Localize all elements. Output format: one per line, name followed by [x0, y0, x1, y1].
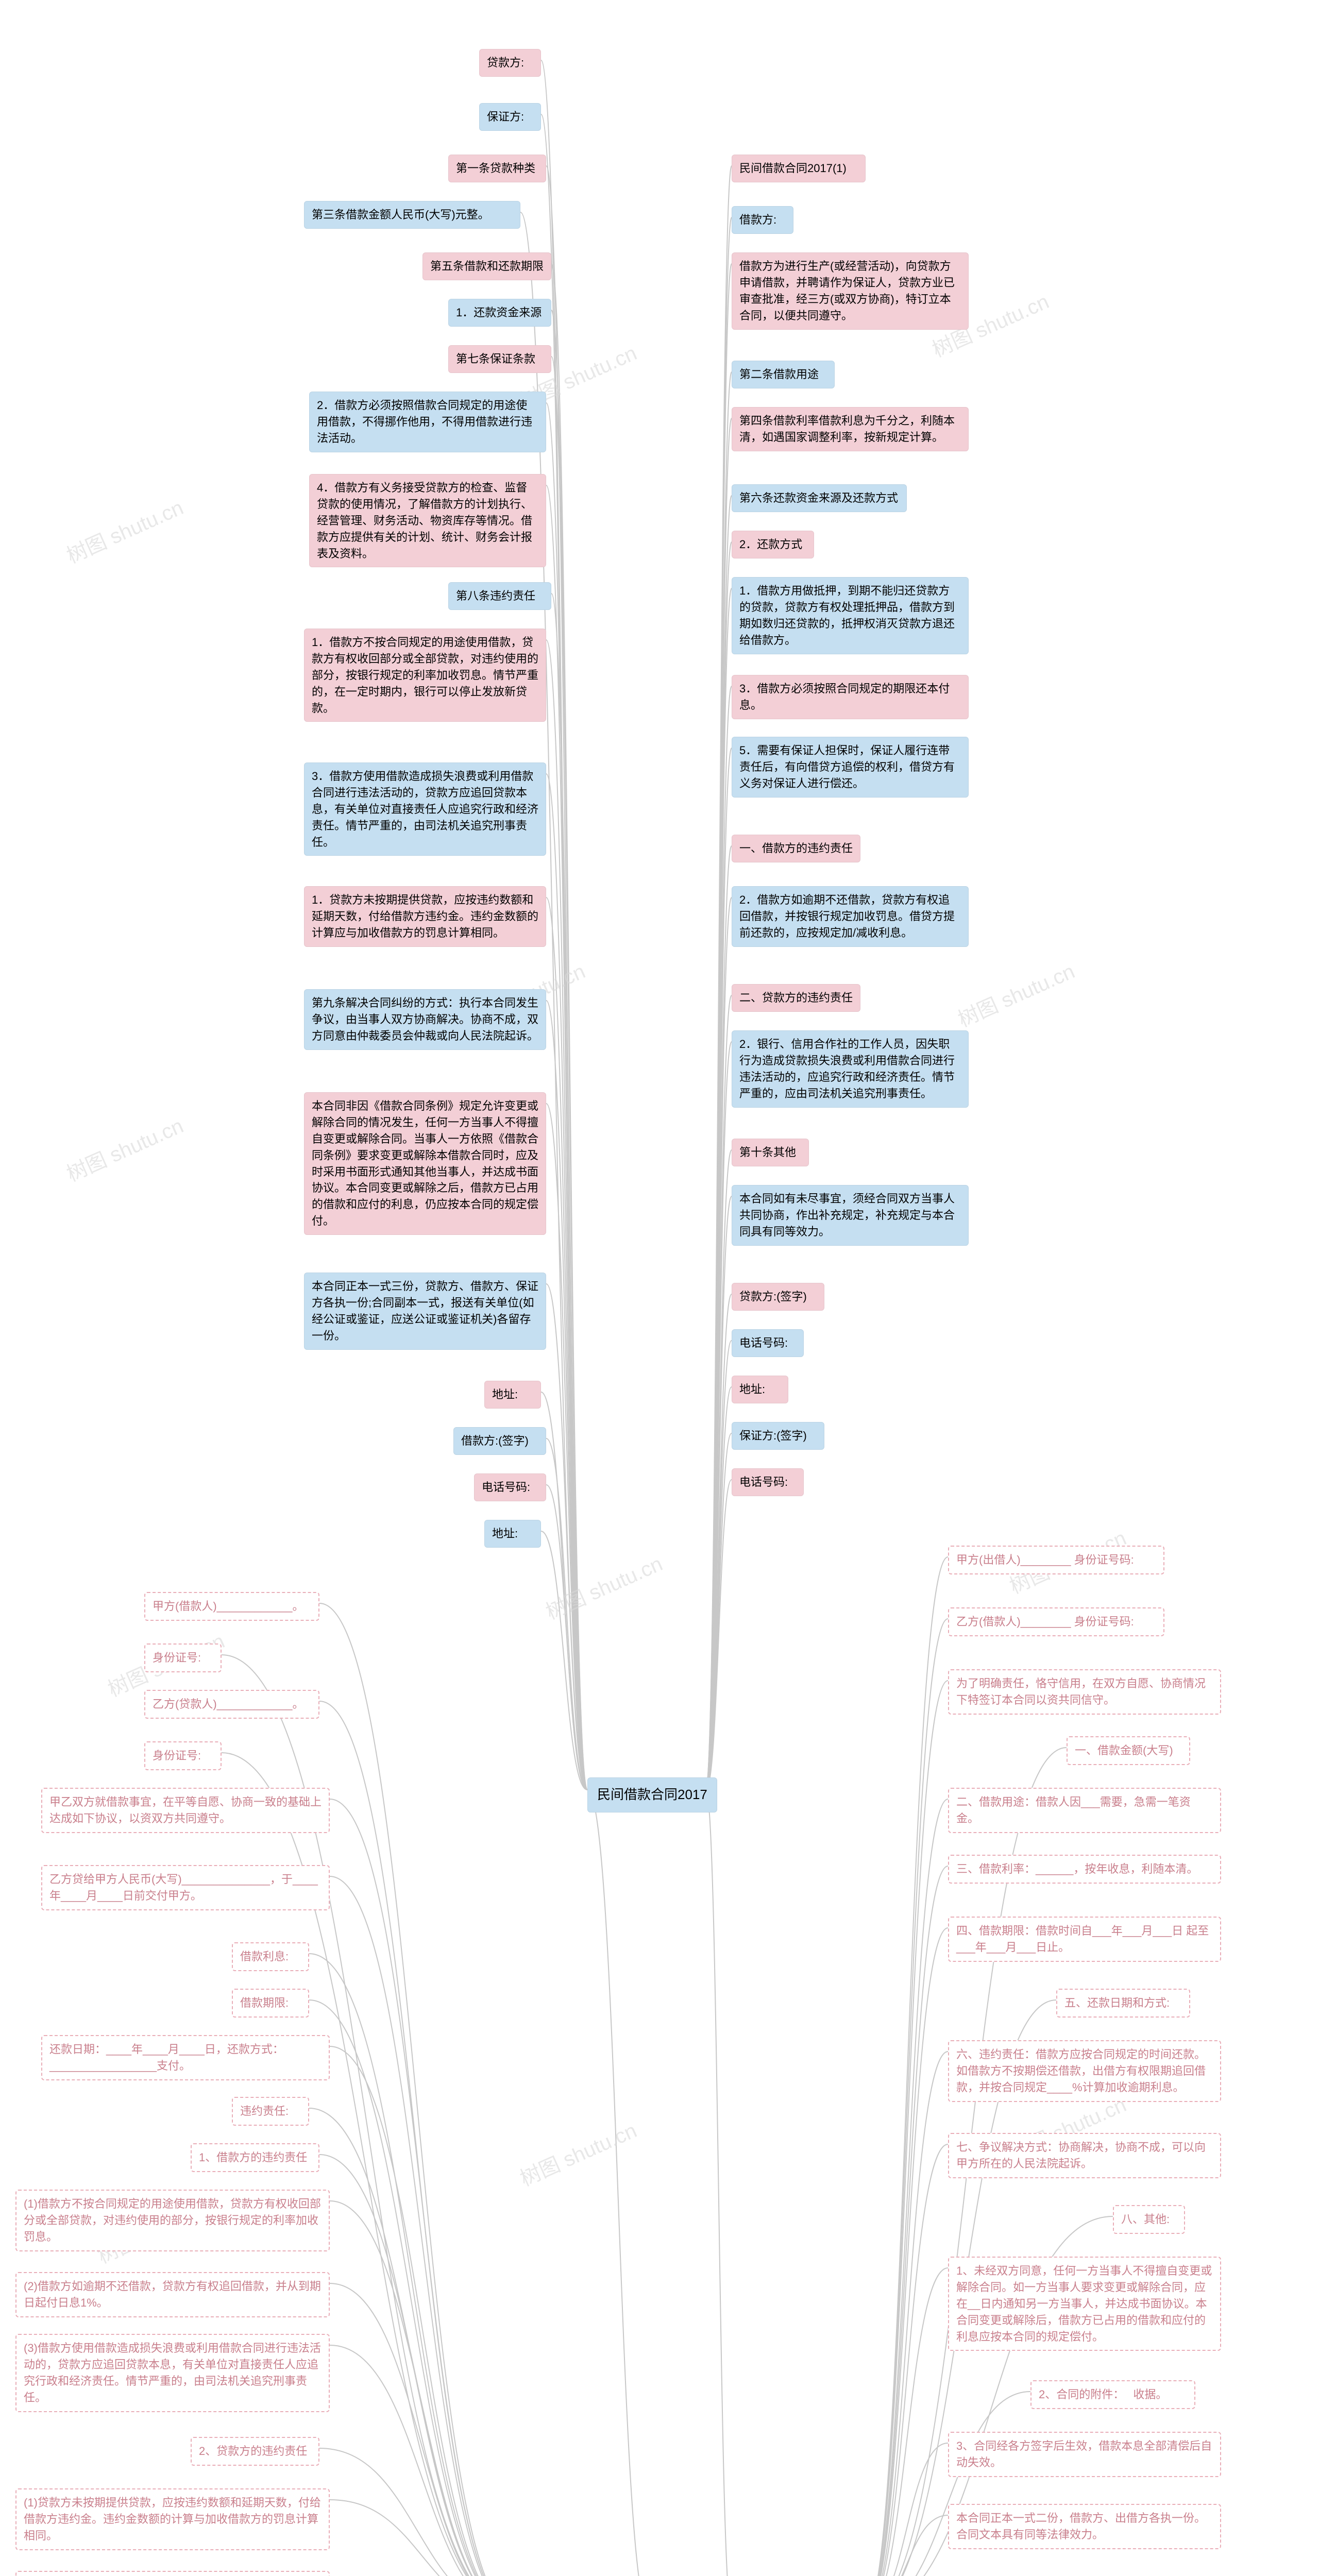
mindmap-node: 3、合同经各方签字后生效，借款本息全部清偿后自动失效。 [948, 2432, 1221, 2477]
mindmap-node: 二、贷款方的违约责任 [732, 984, 860, 1012]
mindmap-node: 3．借款方使用借款造成损失浪费或利用借款合同进行违法活动的，贷款方应追回贷款本息… [304, 762, 546, 856]
mindmap-node: 借款期限: [232, 1989, 309, 2018]
mindmap-node: 贷款方:(签字) [732, 1283, 824, 1311]
mindmap-node: 五、还款日期和方式: [1056, 1989, 1190, 2018]
mindmap-node: 身份证号: [144, 1643, 222, 1672]
mindmap-node: 七、争议解决方式：协商解决，协商不成，可以向甲方所在的人民法院起诉。 [948, 2133, 1221, 2178]
mindmap-node: 1．贷款方未按期提供贷款，应按违约数额和延期天数，付给借款方违约金。违约金数额的… [304, 886, 546, 947]
mindmap-node: 本合同正本一式三份，贷款方、借款方、保证方各执一份;合同副本一式，报送有关单位(… [304, 1273, 546, 1350]
mindmap-node: 一、借款方的违约责任 [732, 835, 860, 862]
mindmap-node: 2、贷款方的违约责任 [191, 2437, 319, 2466]
mindmap-node: 一、借款金额(大写) [1067, 1736, 1190, 1765]
mindmap-node: 4．借款方有义务接受贷款方的检查、监督贷款的使用情况，了解借款方的计划执行、经营… [309, 474, 546, 567]
mindmap-node: 乙方贷给甲方人民币(大写)______________，于____年____月_… [41, 1865, 330, 1910]
watermark: 树图 shutu.cn [515, 2114, 641, 2192]
watermark: 树图 shutu.cn [540, 1547, 667, 1625]
mindmap-node: (2)利用借款合同进行违法活动的，追究行政和经济责任。情节严重的，由司法机关追究… [15, 2571, 330, 2576]
mindmap-node: 电话号码: [474, 1473, 546, 1501]
mindmap-node: 2．借款方如逾期不还借款，贷款方有权追回借款，并按银行规定加收罚息。借贷方提前还… [732, 886, 969, 947]
mindmap-node: 甲方(借款人)____________。 [144, 1592, 319, 1621]
mindmap-node: 本合同如有未尽事宜，须经合同双方当事人共同协商，作出补充规定，补充规定与本合同具… [732, 1185, 969, 1246]
mindmap-node: 八、其他: [1113, 2205, 1185, 2234]
mindmap-node: 保证方:(签字) [732, 1422, 824, 1450]
mindmap-node: 本合同非因《借款合同条例》规定允许变更或解除合同的情况发生，任何一方当事人不得擅… [304, 1092, 546, 1235]
mindmap-node: 乙方(借款人)________ 身份证号码: [948, 1607, 1164, 1636]
mindmap-node: 四、借款期限：借款时间自___年___月___日 起至___年___月___日止… [948, 1917, 1221, 1962]
mindmap-node: 甲方(出借人)________ 身份证号码: [948, 1546, 1164, 1574]
mindmap-node: 2．借款方必须按照借款合同规定的用途使用借款，不得挪作他用，不得用借款进行违法活… [309, 392, 546, 452]
mindmap-node: 第五条借款和还款期限 [422, 252, 551, 280]
mindmap-node: 第三条借款金额人民币(大写)元整。 [304, 201, 520, 229]
mindmap-node: 5．需要有保证人担保时，保证人履行连带责任后，有向借贷方追偿的权利，借贷方有义务… [732, 737, 969, 798]
mindmap-node: 电话号码: [732, 1468, 804, 1496]
mindmap-node: 第七条保证条款 [448, 345, 551, 373]
mindmap-node: 第四条借款利率借款利息为千分之，利随本清，如遇国家调整利率，按新规定计算。 [732, 407, 969, 451]
mindmap-node: 3．借款方必须按照合同规定的期限还本付息。 [732, 675, 969, 719]
mindmap-node: 地址: [484, 1381, 541, 1409]
mindmap-node: 甲乙双方就借款事宜，在平等自愿、协商一致的基础上达成如下协议，以资双方共同遵守。 [41, 1788, 330, 1833]
mindmap-node: 第六条还款资金来源及还款方式 [732, 484, 907, 512]
mindmap-node: (2)借款方如逾期不还借款，贷款方有权追回借款，并从到期日起付日息1%。 [15, 2272, 330, 2317]
mindmap-node: 2．银行、信用合作社的工作人员，因失职行为造成贷款损失浪费或利用借款合同进行违法… [732, 1030, 969, 1108]
mindmap-node: 电话号码: [732, 1329, 804, 1357]
mindmap-node: 二、借款用途：借款人因___需要，急需一笔资金。 [948, 1788, 1221, 1833]
mindmap-node: 2．还款方式 [732, 531, 814, 558]
mindmap-node: 身份证号: [144, 1741, 222, 1770]
watermark: 树图 shutu.cn [61, 1109, 188, 1188]
mindmap-node: 本合同正本一式二份，借款方、出借方各执一份。合同文本具有同等法律效力。 [948, 2504, 1221, 2549]
mindmap-node: 借款方: [732, 206, 793, 234]
mindmap-node: 1．借款方不按合同规定的用途使用借款，贷款方有权收回部分或全部贷款，对违约使用的… [304, 629, 546, 722]
mindmap-node: 地址: [732, 1376, 788, 1403]
mindmap-node: (3)借款方使用借款造成损失浪费或利用借款合同进行违法活动的，贷款方应追回贷款本… [15, 2334, 330, 2412]
watermark: 树图 shutu.cn [61, 491, 188, 569]
mindmap-node: 民间借款合同2017(1) [732, 155, 866, 182]
mindmap-node: 第十条其他 [732, 1139, 809, 1166]
mindmap-node: 违约责任: [232, 2097, 309, 2126]
mindmap-node: 民间借款合同2017 [587, 1777, 717, 1812]
mindmap-node: (1)借款方不按合同规定的用途使用借款，贷款方有权收回部分或全部贷款，对违约使用… [15, 2190, 330, 2251]
watermark: 树图 shutu.cn [953, 955, 1079, 1033]
mindmap-node: (1)贷款方未按期提供贷款，应按违约数额和延期天数，付给借款方违约金。违约金数额… [15, 2488, 330, 2550]
mindmap-node: 1、借款方的违约责任 [191, 2143, 319, 2172]
mindmap-node: 2、合同的附件： 收据。 [1030, 2380, 1195, 2409]
mindmap-node: 六、违约责任：借款方应按合同规定的时间还款。如借款方不按期偿还借款，出借方有权限… [948, 2040, 1221, 2102]
mindmap-node: 地址: [484, 1520, 541, 1548]
mindmap-node: 1、未经双方同意，任何一方当事人不得擅自变更或解除合同。如一方当事人要求变更或解… [948, 2257, 1221, 2351]
mindmap-node: 乙方(贷款人)____________。 [144, 1690, 319, 1719]
mindmap-node: 第一条贷款种类 [448, 155, 546, 182]
mindmap-node: 借款方:(签字) [453, 1427, 546, 1455]
mindmap-node: 保证方: [479, 103, 541, 131]
mindmap-node: 第九条解决合同纠纷的方式：执行本合同发生争议，由当事人双方协商解决。协商不成，双… [304, 989, 546, 1050]
mindmap-node: 借款方为进行生产(或经营活动)，向贷款方申请借款，并聘请作为保证人，贷款方业已审… [732, 252, 969, 330]
mindmap-node: 还款日期：____年____月____日，还款方式：______________… [41, 2035, 330, 2080]
mindmap-node: 借款利息: [232, 1942, 309, 1971]
mindmap-node: 1．还款资金来源 [448, 299, 551, 327]
mindmap-node: 1．借款方用做抵押，到期不能归还贷款方的贷款，贷款方有权处理抵押品，借款方到期如… [732, 577, 969, 654]
mindmap-node: 三、借款利率：______，按年收息，利随本清。 [948, 1855, 1221, 1884]
mindmap-node: 第八条违约责任 [448, 582, 551, 610]
mindmap-node: 贷款方: [479, 49, 541, 77]
mindmap-node: 第二条借款用途 [732, 361, 835, 388]
mindmap-node: 为了明确责任，恪守信用，在双方自愿、协商情况下特签订本合同以资共同信守。 [948, 1669, 1221, 1715]
